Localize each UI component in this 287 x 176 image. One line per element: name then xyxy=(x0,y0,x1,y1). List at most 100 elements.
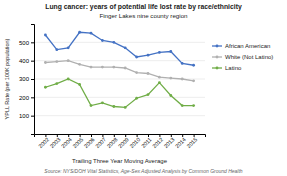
x-tick: 2015 xyxy=(185,134,198,149)
series-point xyxy=(55,60,58,63)
y-axis-title: YPLL Rate (per 100K population) xyxy=(4,38,10,119)
y-tick: 100 xyxy=(19,113,34,119)
x-tick-label: 2002 xyxy=(37,136,50,149)
legend-label: Latino xyxy=(225,65,242,71)
x-tick: 2002 xyxy=(37,134,50,149)
grid-line xyxy=(34,42,205,43)
x-tick-label: 2015 xyxy=(185,136,198,149)
y-tick-label: 400 xyxy=(19,58,30,64)
y-tick: 400 xyxy=(19,58,34,64)
y-tick-mark xyxy=(31,116,34,117)
series-point xyxy=(44,34,47,37)
legend-marker xyxy=(216,67,219,70)
series-point xyxy=(181,62,184,65)
series-point xyxy=(44,61,47,64)
series-point xyxy=(101,101,104,104)
legend: African American White (Not Latino) Latino xyxy=(212,43,273,71)
x-tick-label: 2007 xyxy=(94,136,107,149)
title: Lung cancer: years of potential life los… xyxy=(45,3,242,11)
y-tick-mark xyxy=(31,61,34,62)
series-point xyxy=(44,86,47,89)
series-point xyxy=(181,78,184,81)
legend-item: African American xyxy=(212,43,270,49)
chart: Lung cancer: years of potential life los… xyxy=(0,0,287,176)
series-line xyxy=(45,61,193,81)
plot: 1002003004005002002200320042005200620072… xyxy=(19,25,206,150)
x-tick-label: 2004 xyxy=(60,136,73,149)
grid xyxy=(34,42,205,115)
y-tick-label: 200 xyxy=(19,95,30,101)
series-point xyxy=(78,63,81,66)
series-point xyxy=(192,79,195,82)
series-point xyxy=(112,105,115,108)
y-tick-label: 500 xyxy=(19,40,30,46)
x-tick: 2014 xyxy=(174,134,187,149)
y-tick-mark xyxy=(31,97,34,98)
x-tick-label: 2014 xyxy=(174,136,187,149)
series-point xyxy=(192,64,195,67)
x-tick: 2003 xyxy=(49,134,62,149)
series-point xyxy=(169,50,172,53)
series-point xyxy=(55,48,58,51)
y-tick-label: 300 xyxy=(19,76,30,82)
series-point xyxy=(90,66,93,69)
series xyxy=(44,78,195,109)
series-point xyxy=(90,32,93,35)
series-point xyxy=(135,71,138,74)
x-tick: 2012 xyxy=(151,134,164,149)
x-tick-label: 2010 xyxy=(128,136,141,149)
y-axis: 100 200 300 400 500 xyxy=(19,25,35,135)
x-tick: 2008 xyxy=(106,134,119,149)
x-axis-line xyxy=(35,135,206,138)
legend-item: Latino xyxy=(212,65,242,71)
source-note: Source: NYS/DOH Vital Statistics, Age-Se… xyxy=(44,168,243,174)
series-point xyxy=(147,72,150,75)
series-point xyxy=(135,56,138,59)
subtitle: Finger Lakes nine county region xyxy=(99,12,188,19)
legend-label: African American xyxy=(225,43,270,49)
x-tick: 2011 xyxy=(140,134,153,149)
series-point xyxy=(192,104,195,107)
series-point xyxy=(181,104,184,107)
series-point xyxy=(135,97,138,100)
legend-marker xyxy=(216,56,219,59)
series-point xyxy=(67,59,70,62)
x-tick-label: 2009 xyxy=(117,136,130,149)
series-point xyxy=(147,54,150,57)
series-point xyxy=(158,51,161,54)
x-tick: 2010 xyxy=(128,134,141,149)
x-tick-label: 2003 xyxy=(49,136,62,149)
series-marks xyxy=(44,31,195,109)
series-point xyxy=(78,83,81,86)
series-point xyxy=(55,82,58,85)
y-tick: 500 xyxy=(19,40,34,46)
series-point xyxy=(169,94,172,97)
series-point xyxy=(90,104,93,107)
y-tick-mark xyxy=(31,42,34,43)
legend-marker xyxy=(216,45,219,48)
grid-line xyxy=(34,115,205,116)
x-tick-label: 2005 xyxy=(71,136,84,149)
y-axis-line xyxy=(31,25,35,135)
series xyxy=(44,59,195,82)
series-point xyxy=(67,46,70,49)
series-point xyxy=(78,31,81,34)
x-axis-title: Trailing Three Year Moving Average xyxy=(72,158,168,164)
legend-swatch xyxy=(212,56,222,57)
series-point xyxy=(67,78,70,81)
series-point xyxy=(112,41,115,44)
series-point xyxy=(124,46,127,49)
series-point xyxy=(101,39,104,42)
series-point xyxy=(147,93,150,96)
x-tick-label: 2006 xyxy=(83,136,96,149)
x-tick: 2013 xyxy=(163,134,176,149)
series-line xyxy=(45,79,193,107)
legend-swatch xyxy=(212,67,222,68)
series-point xyxy=(169,77,172,80)
x-tick: 2005 xyxy=(71,134,84,149)
series-point xyxy=(158,81,161,84)
legend-label: White (Not Latino) xyxy=(225,54,273,60)
x-axis: 2002200320042005200620072008200920102011… xyxy=(35,134,206,149)
series-point xyxy=(124,67,127,70)
y-tick: 300 xyxy=(19,76,34,82)
